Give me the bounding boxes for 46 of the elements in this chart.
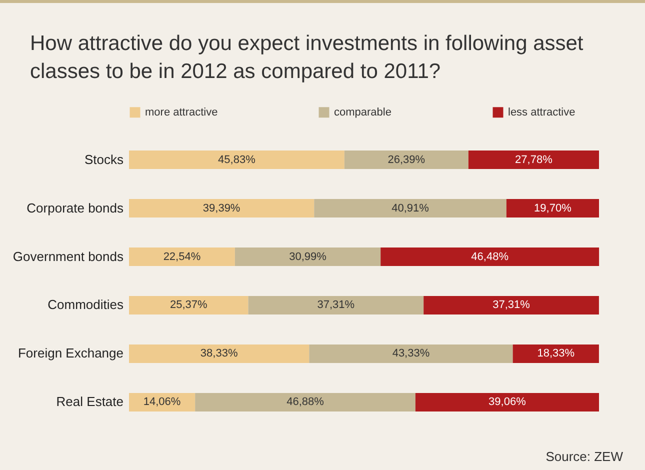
bar	[234, 248, 381, 266]
data-label: 39,06%	[488, 396, 526, 408]
bar	[344, 150, 468, 169]
y-tick-label: Real Estate	[56, 394, 124, 410]
data-label: 45,83%	[218, 154, 256, 166]
y-tick-label: Corporate bonds	[26, 200, 124, 216]
data-label: 18,33%	[537, 348, 575, 360]
data-label: 37,31%	[317, 299, 355, 312]
bar	[380, 248, 600, 266]
bar	[129, 344, 310, 363]
legend-label: comparable	[334, 106, 392, 118]
data-label: 37,31%	[492, 299, 530, 312]
y-tick-label: Commodities	[48, 297, 124, 312]
bar	[129, 296, 248, 314]
bar	[195, 393, 416, 412]
bar	[309, 344, 513, 363]
data-label: 30,99%	[289, 250, 327, 263]
bar	[468, 150, 599, 169]
data-label: 46,88%	[286, 396, 324, 408]
data-label: 25,37%	[170, 299, 208, 312]
data-label: 43,33%	[392, 348, 430, 360]
data-label: 14,06%	[143, 396, 181, 408]
bar	[129, 150, 344, 169]
bar	[248, 296, 424, 314]
y-tick-label: Foreign Exchange	[18, 346, 124, 361]
legend-label: more attractive	[145, 106, 218, 118]
data-label: 46,48%	[471, 250, 509, 263]
data-label: 39,39%	[202, 202, 240, 214]
data-label: 27,78%	[515, 154, 553, 166]
source-note: Source: ZEW	[546, 449, 623, 464]
y-tick-label: Government bonds	[12, 248, 124, 264]
bar	[314, 199, 506, 218]
bar	[506, 199, 599, 218]
bar	[424, 296, 599, 314]
y-tick-label: Stocks	[84, 152, 124, 167]
bar	[512, 344, 599, 363]
legend-label: less attractive	[508, 106, 576, 118]
chart-title: How attractive do you expect investments in following asset classes to be in 2012 as compared to 2011?	[30, 31, 584, 85]
data-label: 40,91%	[392, 202, 430, 214]
data-label: 38,33%	[200, 348, 238, 360]
data-label: 22,54%	[163, 250, 201, 263]
bar	[129, 248, 235, 266]
data-label: 26,39%	[388, 154, 426, 166]
bar	[129, 199, 314, 218]
data-label: 19,70%	[534, 202, 572, 214]
bar	[415, 393, 599, 412]
